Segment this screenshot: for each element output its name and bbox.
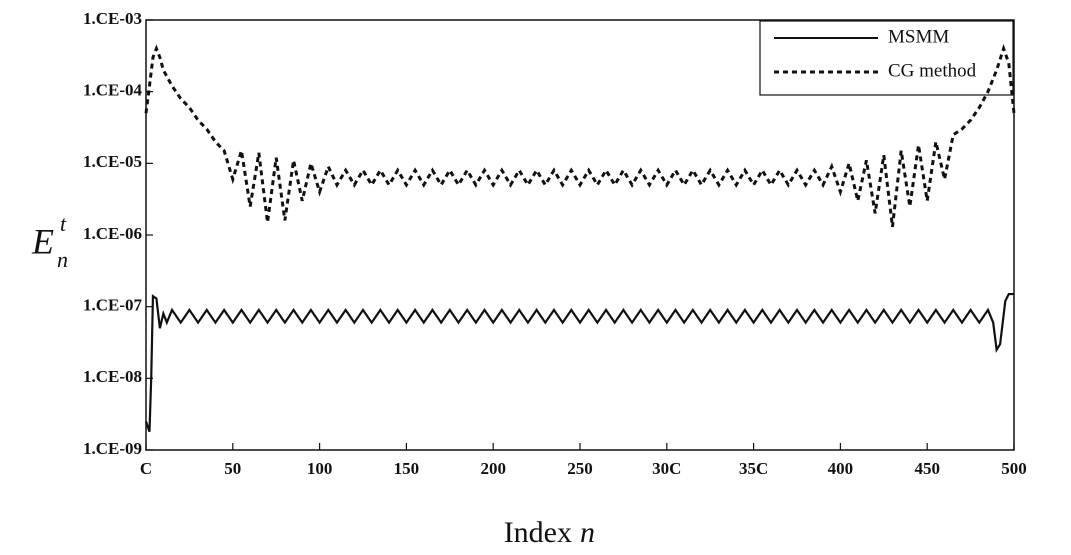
chart: E n t Index n 1.CE-03 1.CE-04 1.CE-05 1.CE-… <box>0 0 1071 555</box>
x-tick-label: 500 <box>1001 459 1027 478</box>
x-tick-label: 150 <box>394 459 420 478</box>
y-tick-label: 1.CE-08 <box>83 367 142 386</box>
y-tick-label: 1.CE-03 <box>83 9 142 28</box>
x-tick-label: 200 <box>480 459 506 478</box>
y-axis-label: E n t <box>31 211 68 272</box>
x-tick-label: 35C <box>739 459 768 478</box>
x-tick-label: 50 <box>224 459 241 478</box>
x-tick-label: 30C <box>652 459 681 478</box>
y-label-symbol: E <box>31 221 54 261</box>
legend-box <box>760 21 1013 95</box>
y-label-subscript: n <box>57 247 68 272</box>
legend-label: MSMM <box>888 26 949 47</box>
x-tick-label: C <box>140 459 152 478</box>
y-tick-label: 1.CE-06 <box>83 224 142 243</box>
y-tick-label: 1.CE-04 <box>83 81 143 100</box>
x-tick-label: 450 <box>914 459 940 478</box>
y-tick-label: 1.CE-09 <box>83 439 142 458</box>
x-label-text: Index <box>504 516 572 549</box>
legend-label: CG method <box>888 60 977 81</box>
x-tick-label: 250 <box>567 459 593 478</box>
y-tick-label: 1.CE-05 <box>83 152 142 171</box>
x-label-variable: n <box>580 516 595 549</box>
x-tick-label: 400 <box>828 459 854 478</box>
y-tick-label: 1.CE-07 <box>83 296 143 315</box>
series-line <box>146 294 1014 432</box>
y-label-superscript: t <box>60 211 67 236</box>
x-axis-label: Index n <box>504 516 595 549</box>
x-tick-label: 100 <box>307 459 333 478</box>
